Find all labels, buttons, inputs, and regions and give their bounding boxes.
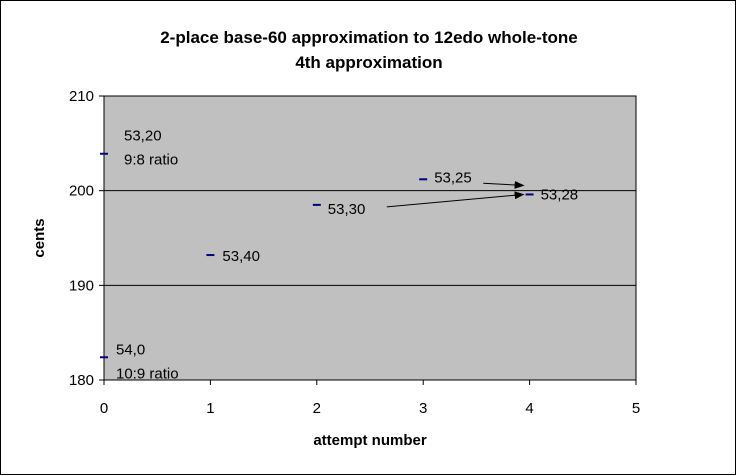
y-axis-title: cents: [31, 218, 48, 257]
points-layer: 53,20 9:8 ratio 54,0 10:9 ratio 53,40 53,30 53…: [100, 128, 579, 382]
data-label-4-0: 53,25: [434, 169, 472, 186]
x-tick-label-2: 2: [313, 400, 321, 417]
data-label-3-0: 53,30: [328, 201, 366, 218]
arrow-0: [483, 180, 525, 189]
data-label-0-0: 53,20: [124, 128, 162, 145]
y-tick-label-3: 210: [69, 88, 94, 105]
data-label-1-0: 54,0: [116, 341, 145, 358]
x-tick-label-0: 0: [100, 400, 108, 417]
data-label-5-0: 53,28: [541, 186, 579, 203]
data-label-1-1: 10:9 ratio: [116, 365, 179, 382]
x-tick-label-1: 1: [206, 400, 214, 417]
grid-layer: [104, 190, 636, 286]
data-label-2-0: 53,40: [222, 248, 260, 265]
x-tick-label-4: 4: [525, 400, 533, 417]
y-tick-label-2: 200: [69, 183, 94, 200]
axis-layer: 180 190 200 210 0 1 2 3 4 5: [69, 88, 640, 417]
x-tick-label-5: 5: [632, 400, 640, 417]
y-tick-label-0: 180: [69, 372, 94, 389]
x-axis-title: attempt number: [313, 432, 427, 449]
x-tick-label-3: 3: [419, 400, 427, 417]
arrow-layer: [386, 180, 525, 208]
chart-title-line-1: 2-place base-60 approximation to 12edo w…: [160, 28, 578, 47]
data-label-0-1: 9:8 ratio: [124, 152, 178, 169]
y-tick-label-1: 190: [69, 277, 94, 294]
plot-area: [103, 95, 637, 381]
chart-title-line-2: 4th approximation: [295, 53, 442, 72]
arrow-1: [386, 191, 525, 208]
